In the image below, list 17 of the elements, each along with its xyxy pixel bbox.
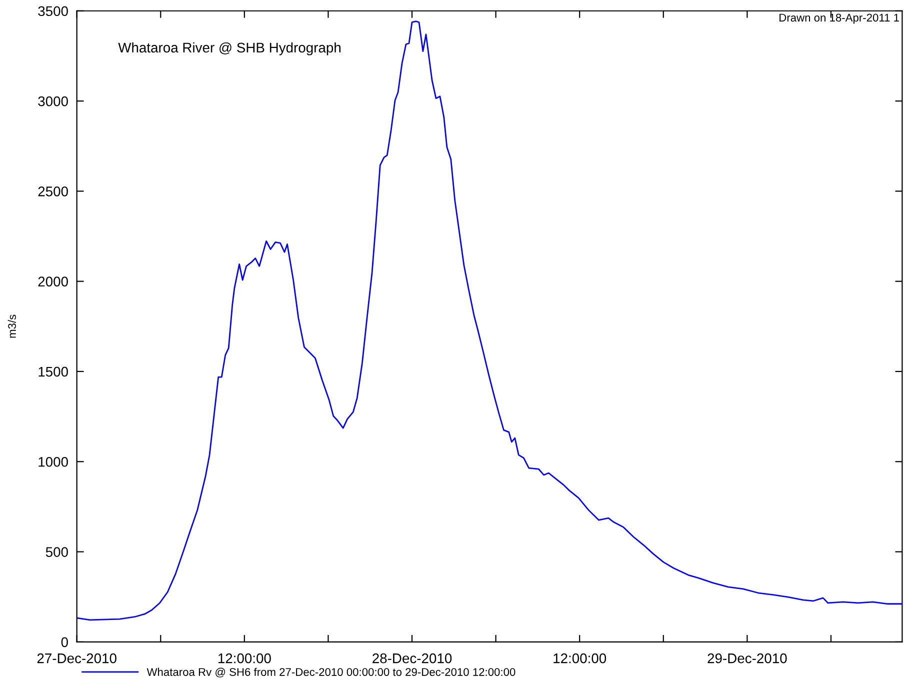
- y-tick-label: 1000: [38, 456, 68, 467]
- text: Whataroa River @ SHB Hydrograph: [118, 42, 340, 56]
- y-tick-label: 1500: [38, 366, 68, 377]
- y-axis-title: m3/s: [8, 314, 16, 338]
- x-tick-label: 29-Dec-2010: [708, 653, 787, 664]
- y-tick-label: 2500: [38, 186, 68, 196]
- y-tick-label: 3500: [38, 6, 68, 16]
- x-tick-label: 12:00:00: [554, 653, 606, 664]
- text: Whataroa Rv @ SH6 from 27-Dec-2010 00:00:00 to 29-Dec-2010 12:00:00: [146, 668, 516, 678]
- x-tick-label: 12:00:00: [218, 653, 271, 664]
- x-tick-label: 28-Dec-2010: [372, 653, 452, 664]
- x-tick-label: 27-Dec-2010: [37, 653, 116, 664]
- y-tick-label: 2000: [38, 276, 68, 286]
- y-tick-label: 3000: [38, 96, 68, 106]
- y-tick-label: 0: [61, 637, 68, 648]
- y-tick-label: 500: [46, 547, 68, 557]
- annotation: Drawn on 18-Apr-2011 1: [780, 14, 899, 24]
